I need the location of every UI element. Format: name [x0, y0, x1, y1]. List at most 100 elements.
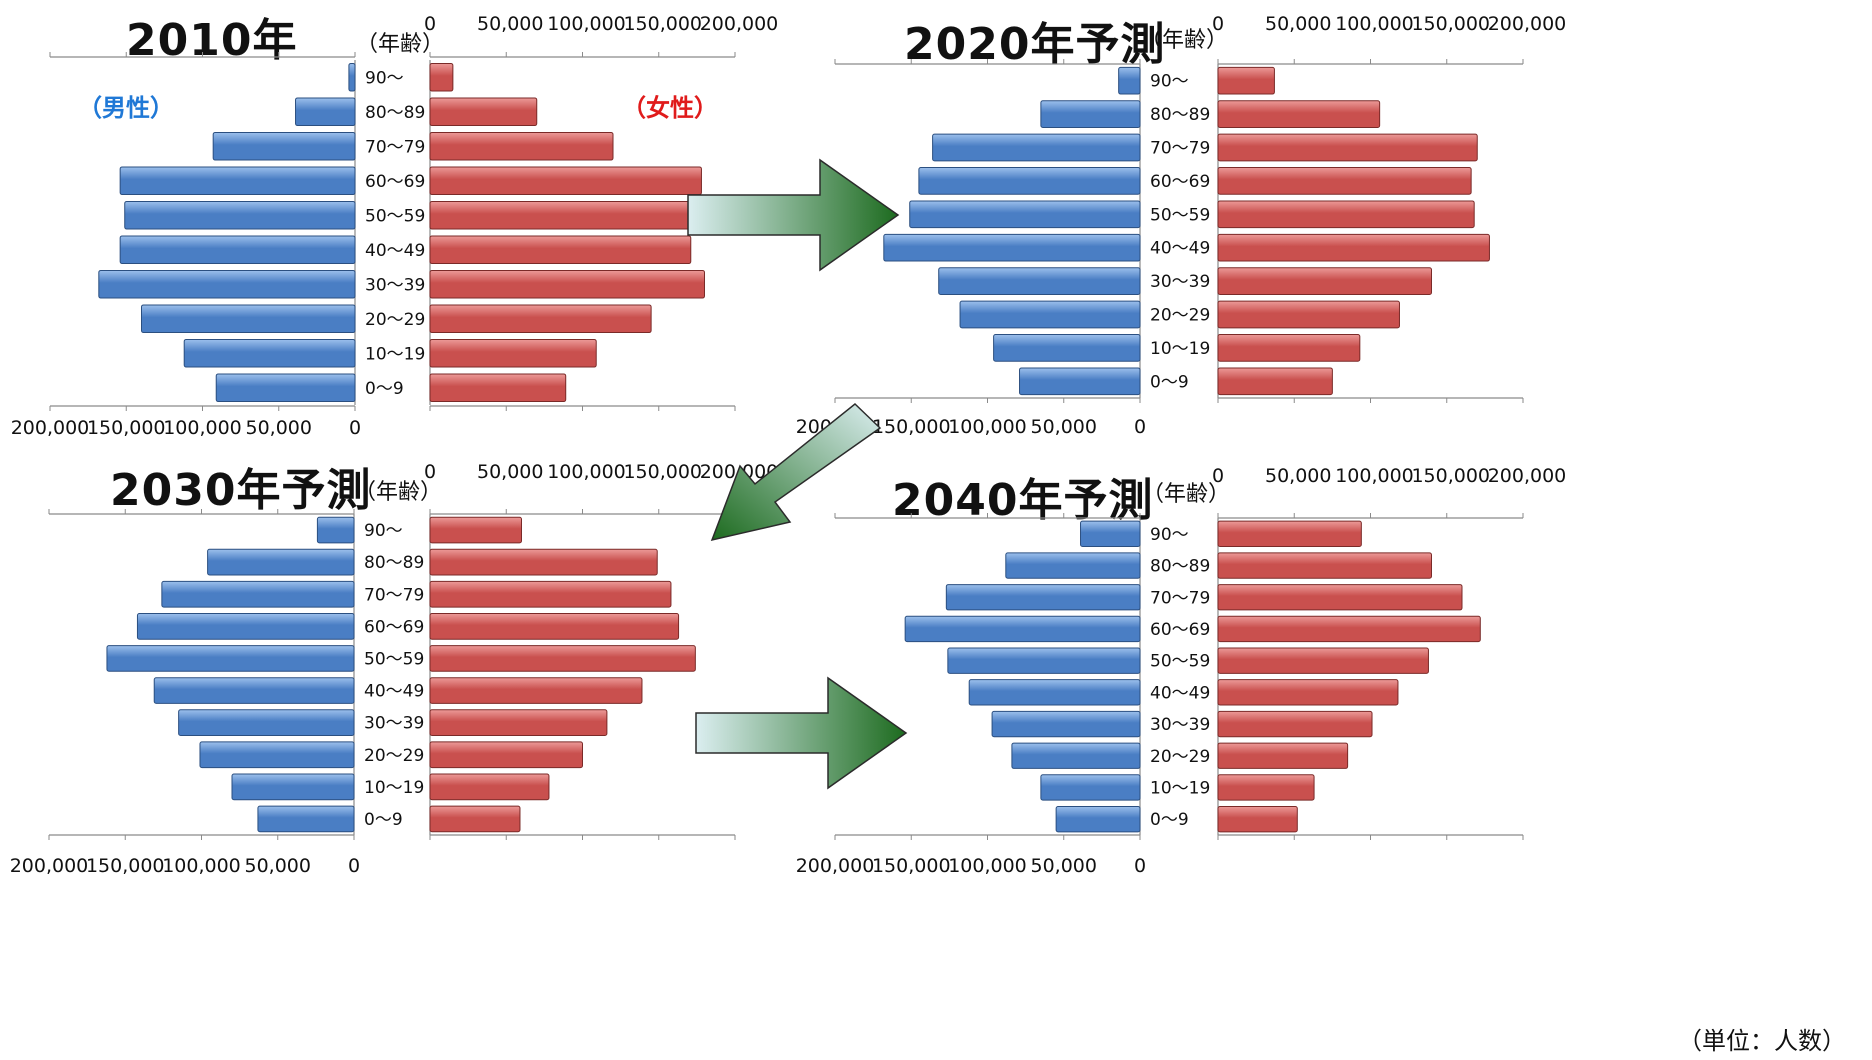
female-bar: [1217, 710, 1373, 738]
female-tick-label: 200,000: [1488, 13, 1567, 35]
male-bar: [316, 516, 355, 544]
female-bar: [429, 235, 692, 265]
female-bar: [1217, 552, 1432, 579]
male-bar: [993, 334, 1141, 362]
male-bar: [212, 131, 356, 161]
female-bar: [429, 613, 680, 640]
age-label: 30～39: [364, 714, 424, 734]
female-bar: [429, 304, 652, 334]
male-bar: [183, 338, 356, 368]
age-label: 70～79: [1150, 139, 1210, 159]
male-bar: [257, 805, 355, 833]
age-label: 10～19: [1150, 339, 1210, 359]
female-bar: [429, 677, 643, 704]
age-label: 20～29: [1150, 306, 1210, 326]
female-bar: [429, 580, 672, 608]
pyramid-2020: 2020年予測 （年齢） 0 50,000 100,000 150,000 200,00…: [796, 0, 1872, 530]
age-label: 0～9: [365, 379, 404, 399]
age-label: 20～29: [365, 310, 425, 330]
male-tick-label: 50,000: [245, 855, 311, 877]
female-bar: [429, 709, 608, 736]
age-label: 30～39: [1150, 715, 1210, 735]
female-bar: [1217, 66, 1275, 95]
female-bar: [1217, 742, 1349, 769]
age-label: 10～19: [364, 778, 424, 798]
arrow-2030-to-2040: [695, 676, 908, 790]
male-bar: [968, 679, 1141, 706]
male-bar: [153, 677, 355, 704]
age-label: 60～69: [365, 172, 425, 192]
age-label: 20～29: [1150, 747, 1210, 767]
male-tick-label: 150,000: [872, 416, 951, 438]
male-tick-label: 200,000: [10, 855, 89, 877]
female-bar: [1217, 233, 1490, 262]
age-label: 30～39: [365, 275, 425, 295]
male-bar: [1055, 805, 1141, 833]
age-label: 90～: [1150, 72, 1189, 92]
male-bar: [959, 300, 1141, 329]
female-bar: [429, 62, 454, 92]
age-label: 50～59: [1150, 652, 1210, 672]
male-tick-label: 0: [349, 417, 361, 439]
female-bar: [429, 645, 696, 672]
female-bar: [429, 373, 567, 403]
age-label: 10～19: [365, 344, 425, 364]
female-bar: [429, 338, 597, 368]
male-tick-label: 0: [1134, 416, 1146, 438]
male-bar: [938, 267, 1141, 295]
male-tick-label: 150,000: [87, 417, 166, 439]
female-tick-label: 0: [1212, 465, 1224, 487]
female-label: （女性）: [622, 94, 718, 122]
male-tick-label: 100,000: [948, 416, 1027, 438]
female-bar: [1217, 805, 1298, 833]
female-tick-label: 100,000: [547, 13, 626, 35]
female-bar: [1217, 520, 1362, 548]
male-bar: [295, 97, 356, 127]
female-tick-label: 0: [424, 461, 436, 483]
female-bar: [1217, 584, 1463, 611]
female-bar: [1217, 334, 1361, 362]
male-bar: [1040, 774, 1141, 801]
age-label: 0～9: [1150, 372, 1189, 392]
female-bar: [1217, 615, 1481, 643]
age-label: 50～59: [1150, 205, 1210, 225]
chart-title: 2020年予測: [904, 19, 1166, 70]
female-tick-label: 50,000: [477, 461, 543, 483]
age-label: 30～39: [1150, 272, 1210, 292]
unit-note: （単位：人数）: [1678, 1027, 1846, 1055]
male-bar: [1080, 520, 1141, 548]
age-label: 60～69: [1150, 172, 1210, 192]
male-tick-label: 50,000: [246, 417, 312, 439]
female-bar: [429, 166, 702, 196]
female-bar: [429, 773, 550, 801]
female-bar: [1217, 133, 1478, 162]
age-label: 60～69: [1150, 620, 1210, 640]
female-tick-label: 150,000: [623, 13, 702, 35]
male-tick-label: 100,000: [163, 417, 242, 439]
male-bar: [106, 645, 355, 672]
male-bar: [231, 773, 355, 801]
male-bar: [141, 304, 356, 334]
female-tick-label: 100,000: [547, 461, 626, 483]
male-bar: [124, 200, 356, 230]
female-bar: [1217, 367, 1333, 396]
female-tick-label: 100,000: [1335, 465, 1414, 487]
pyramid-chart: 050,000100,000150,000200,000200,000150,0…: [10, 461, 779, 877]
age-label: 0～9: [1150, 810, 1189, 830]
female-bar: [1217, 300, 1400, 329]
male-tick-label: 150,000: [86, 855, 165, 877]
male-label: （男性）: [78, 94, 174, 122]
age-label: 90～: [365, 68, 404, 88]
female-tick-label: 200,000: [1488, 465, 1567, 487]
female-bar: [429, 200, 690, 230]
female-tick-label: 0: [1212, 13, 1224, 35]
chart-title: 2030年予測: [110, 465, 372, 516]
female-bar: [429, 805, 521, 833]
male-bar: [932, 133, 1141, 162]
male-bar: [215, 373, 356, 403]
female-tick-label: 150,000: [623, 461, 702, 483]
female-bar: [1217, 647, 1429, 674]
female-bar: [429, 516, 522, 544]
female-bar: [429, 269, 705, 299]
